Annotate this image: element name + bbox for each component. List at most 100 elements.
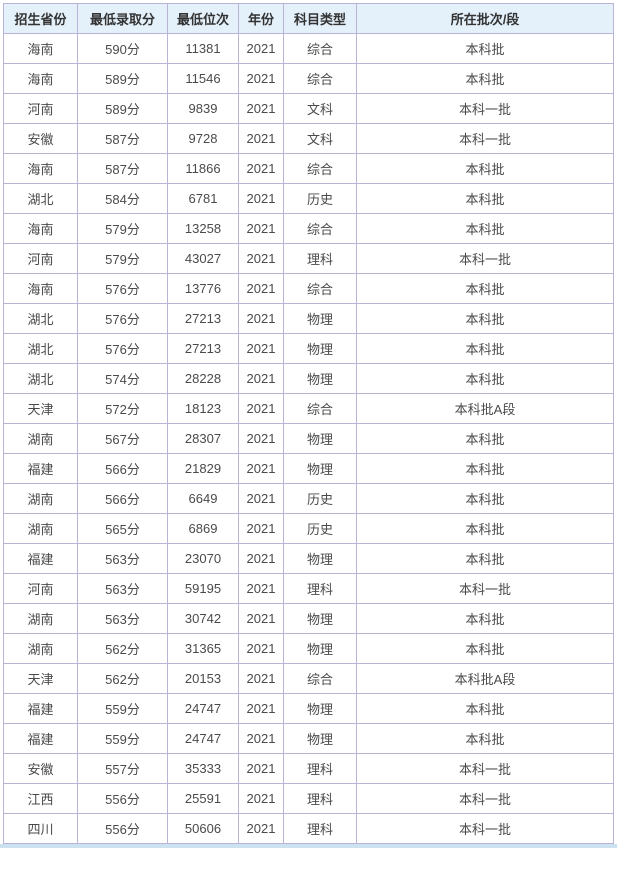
table-cell: 566分 (77, 483, 168, 514)
table-cell: 海南 (3, 63, 78, 94)
table-cell: 2021 (238, 393, 284, 424)
table-cell: 湖南 (3, 633, 78, 664)
table-cell: 历史 (283, 483, 357, 514)
table-cell: 574分 (77, 363, 168, 394)
table-cell: 2021 (238, 273, 284, 304)
table-cell: 2021 (238, 243, 284, 274)
admission-scores-table: 招生省份 最低录取分 最低位次 年份 科目类型 所在批次/段 海南 590分 11381 202… (3, 3, 614, 844)
table-cell: 6649 (167, 483, 239, 514)
table-cell: 本科一批 (356, 813, 614, 844)
table-cell: 理科 (283, 573, 357, 604)
table-row: 海南 589分 11546 2021 综合 本科批 (3, 63, 614, 94)
table-cell: 25591 (167, 783, 239, 814)
table-cell: 556分 (77, 813, 168, 844)
table-cell: 2021 (238, 693, 284, 724)
table-cell: 本科批 (356, 693, 614, 724)
table-cell: 2021 (238, 633, 284, 664)
table-cell: 27213 (167, 333, 239, 364)
table-cell: 562分 (77, 633, 168, 664)
table-cell: 河南 (3, 243, 78, 274)
table-cell: 590分 (77, 33, 168, 64)
table-cell: 557分 (77, 753, 168, 784)
table-cell: 584分 (77, 183, 168, 214)
table-cell: 综合 (283, 33, 357, 64)
table-cell: 563分 (77, 603, 168, 634)
table-cell: 本科批A段 (356, 663, 614, 694)
table-row: 福建 563分 23070 2021 物理 本科批 (3, 543, 614, 574)
table-cell: 安徽 (3, 123, 78, 154)
table-cell: 31365 (167, 633, 239, 664)
table-cell: 本科批 (356, 333, 614, 364)
table-row: 天津 562分 20153 2021 综合 本科批A段 (3, 663, 614, 694)
table-row: 海南 576分 13776 2021 综合 本科批 (3, 273, 614, 304)
table-cell: 18123 (167, 393, 239, 424)
table-cell: 21829 (167, 453, 239, 484)
table-row: 湖北 574分 28228 2021 物理 本科批 (3, 363, 614, 394)
table-cell: 综合 (283, 273, 357, 304)
table-cell: 本科批 (356, 603, 614, 634)
table-row: 湖南 565分 6869 2021 历史 本科批 (3, 513, 614, 544)
table-cell: 物理 (283, 423, 357, 454)
table-cell: 海南 (3, 273, 78, 304)
table-cell: 综合 (283, 663, 357, 694)
table-cell: 563分 (77, 543, 168, 574)
table-cell: 四川 (3, 813, 78, 844)
table-cell: 理科 (283, 753, 357, 784)
table-cell: 本科一批 (356, 573, 614, 604)
table-cell: 综合 (283, 393, 357, 424)
page-container: 招生省份 最低录取分 最低位次 年份 科目类型 所在批次/段 海南 590分 11381 202… (3, 3, 614, 844)
table-cell: 576分 (77, 303, 168, 334)
table-cell: 59195 (167, 573, 239, 604)
table-cell: 2021 (238, 363, 284, 394)
table-cell: 589分 (77, 63, 168, 94)
table-cell: 576分 (77, 333, 168, 364)
table-cell: 历史 (283, 513, 357, 544)
table-cell: 理科 (283, 813, 357, 844)
table-row: 四川 556分 50606 2021 理科 本科一批 (3, 813, 614, 844)
table-row: 福建 566分 21829 2021 物理 本科批 (3, 453, 614, 484)
table-cell: 本科一批 (356, 783, 614, 814)
table-cell: 13776 (167, 273, 239, 304)
table-cell: 563分 (77, 573, 168, 604)
table-cell: 2021 (238, 603, 284, 634)
table-cell: 2021 (238, 183, 284, 214)
table-cell: 物理 (283, 603, 357, 634)
table-cell: 2021 (238, 153, 284, 184)
table-cell: 文科 (283, 93, 357, 124)
table-row: 河南 589分 9839 2021 文科 本科一批 (3, 93, 614, 124)
table-cell: 2021 (238, 753, 284, 784)
table-cell: 2021 (238, 543, 284, 574)
table-cell: 天津 (3, 393, 78, 424)
column-header: 年份 (238, 3, 284, 34)
table-cell: 572分 (77, 393, 168, 424)
table-row: 天津 572分 18123 2021 综合 本科批A段 (3, 393, 614, 424)
table-cell: 历史 (283, 183, 357, 214)
table-cell: 本科批 (356, 633, 614, 664)
table-cell: 2021 (238, 483, 284, 514)
table-cell: 安徽 (3, 753, 78, 784)
table-cell: 589分 (77, 93, 168, 124)
table-cell: 2021 (238, 123, 284, 154)
table-cell: 2021 (238, 303, 284, 334)
table-cell: 11381 (167, 33, 239, 64)
bottom-accent-bar (0, 844, 617, 848)
table-cell: 2021 (238, 663, 284, 694)
table-cell: 2021 (238, 93, 284, 124)
table-cell: 567分 (77, 423, 168, 454)
table-cell: 本科一批 (356, 243, 614, 274)
table-cell: 2021 (238, 33, 284, 64)
table-row: 湖北 576分 27213 2021 物理 本科批 (3, 333, 614, 364)
table-cell: 30742 (167, 603, 239, 634)
table-cell: 2021 (238, 333, 284, 364)
table-cell: 福建 (3, 453, 78, 484)
table-cell: 565分 (77, 513, 168, 544)
table-cell: 43027 (167, 243, 239, 274)
table-row: 江西 556分 25591 2021 理科 本科一批 (3, 783, 614, 814)
table-cell: 物理 (283, 723, 357, 754)
table-cell: 579分 (77, 213, 168, 244)
table-cell: 587分 (77, 153, 168, 184)
table-row: 湖南 563分 30742 2021 物理 本科批 (3, 603, 614, 634)
table-cell: 物理 (283, 363, 357, 394)
table-cell: 物理 (283, 453, 357, 484)
table-cell: 6781 (167, 183, 239, 214)
